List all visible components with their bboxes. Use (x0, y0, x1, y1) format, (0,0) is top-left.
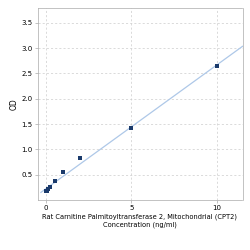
Point (78, 156, 82, 160)
Point (52, 179, 56, 183)
Point (44, 189, 48, 193)
Point (48, 184, 52, 188)
Point (215, 64, 219, 68)
Point (45, 189, 49, 193)
Point (130, 126, 134, 130)
Point (61, 170, 65, 174)
X-axis label: Rat Carnitine Palmitoyltransferase 2, Mitochondrial (CPT2)
Concentration (ng/ml): Rat Carnitine Palmitoyltransferase 2, Mi… (42, 214, 237, 228)
Y-axis label: OD: OD (10, 98, 18, 110)
Point (46, 187, 50, 191)
